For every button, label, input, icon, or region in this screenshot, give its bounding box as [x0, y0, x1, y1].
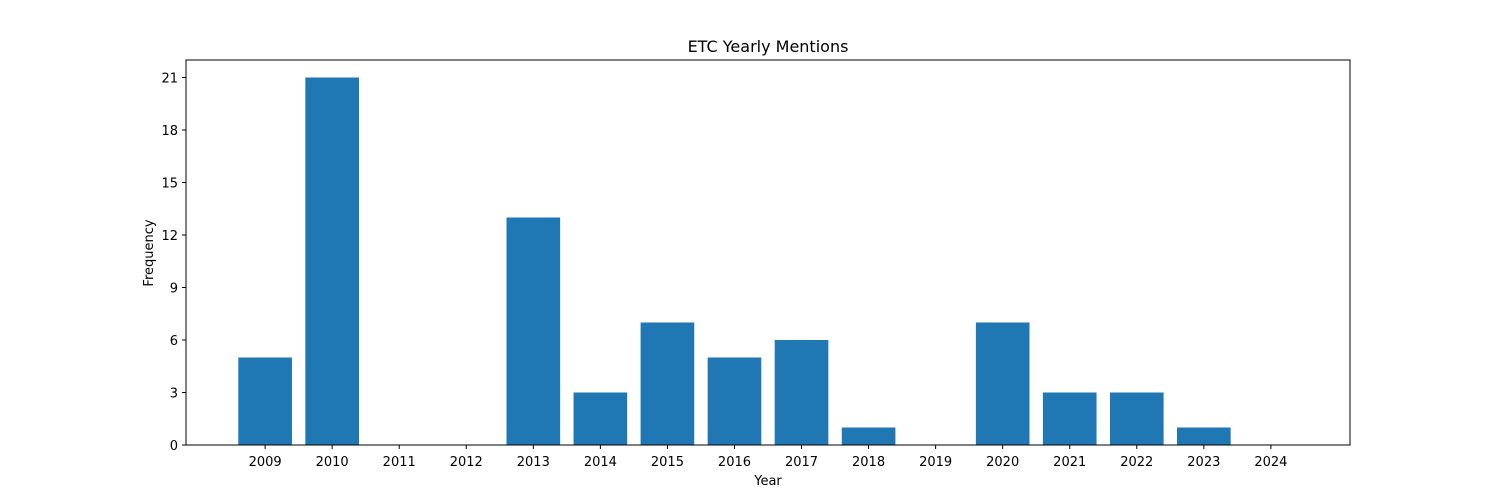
bars-group: [238, 77, 1231, 445]
bar-2013: [506, 217, 561, 445]
x-tick-label-2020: 2020: [986, 455, 1019, 470]
y-tick-label-18: 18: [161, 124, 178, 139]
bar-2022: [1109, 392, 1164, 445]
y-tick-label-3: 3: [170, 387, 178, 402]
y-tick-label-12: 12: [161, 229, 178, 244]
chart-title: ETC Yearly Mentions: [688, 37, 849, 56]
x-tick-label-2019: 2019: [919, 455, 952, 470]
x-tick-label-2015: 2015: [651, 455, 684, 470]
plot-frame: [185, 59, 1351, 446]
x-tick-label-2021: 2021: [1053, 455, 1086, 470]
y-tick-label-0: 0: [170, 439, 178, 454]
x-tick-label-2009: 2009: [249, 455, 282, 470]
bar-2023: [1177, 427, 1231, 445]
x-tick-label-2010: 2010: [316, 455, 349, 470]
y-tick-label-9: 9: [170, 282, 178, 297]
bar-2021: [1042, 392, 1097, 445]
x-tick-label-2014: 2014: [584, 455, 617, 470]
x-tick-label-2017: 2017: [785, 455, 818, 470]
x-axis-ticks: 2009 2010 2011 2012 2013 2014 2015 2016 2017 2018…: [249, 445, 1287, 470]
bar-2014: [573, 392, 628, 445]
y-tick-label-15: 15: [161, 177, 178, 192]
bar-2010: [305, 77, 359, 445]
bar-2016: [707, 357, 762, 445]
bar-2015: [640, 322, 695, 445]
y-axis-ticks: 0 3 6 9 12 15 18 21: [161, 72, 186, 454]
bar-2017: [774, 340, 829, 445]
x-tick-label-2023: 2023: [1187, 455, 1220, 470]
bar-2009: [238, 357, 292, 445]
x-tick-label-2012: 2012: [450, 455, 483, 470]
y-tick-label-21: 21: [161, 72, 178, 87]
y-axis-title: Frequency: [142, 219, 157, 286]
bar-2020: [975, 322, 1030, 445]
x-tick-label-2016: 2016: [718, 455, 751, 470]
x-axis-title: Year: [753, 474, 782, 489]
x-tick-label-2018: 2018: [852, 455, 885, 470]
x-tick-label-2011: 2011: [383, 455, 416, 470]
bar-2018: [841, 427, 896, 445]
x-tick-label-2022: 2022: [1120, 455, 1153, 470]
y-tick-label-6: 6: [170, 334, 178, 349]
x-tick-label-2013: 2013: [517, 455, 550, 470]
x-tick-label-2024: 2024: [1254, 455, 1287, 470]
